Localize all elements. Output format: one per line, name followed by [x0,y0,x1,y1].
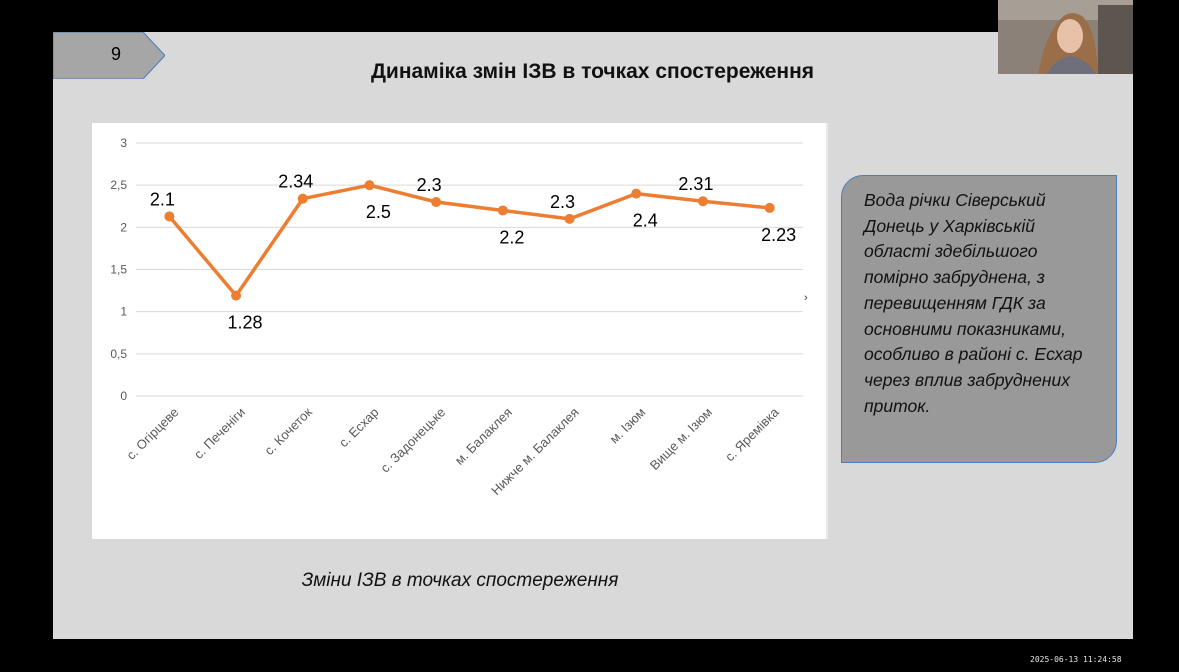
x-tick-label: Вище м. Ізюм [647,404,715,472]
x-tick-label: м. Балаклея [452,405,515,468]
data-point [431,197,442,208]
data-label: 2.4 [633,211,658,231]
callout-box: Вода річки Сіверський Донець у Харківськ… [841,175,1117,463]
data-label: 2.2 [499,227,524,247]
webcam-video [998,0,1133,74]
cursor-icon: › [804,292,808,304]
data-label: 2.1 [150,189,175,209]
x-tick-label: с. Есхар [336,405,382,451]
data-point [764,202,775,213]
x-tick-label: с. Яремівка [722,404,782,464]
x-tick-label: с. Печеніги [191,405,248,462]
data-point [497,205,508,216]
y-tick-label: 0,5 [110,347,127,361]
data-point [364,180,375,191]
chart-area: 0 0,5 1 1,5 2 2,5 3 2.1 1.28 2.34 2.5 2.3 2.2 2.3 2.4 2… [92,123,828,539]
line-chart: 0 0,5 1 1,5 2 2,5 3 2.1 1.28 2.34 2.5 2.3 2.2 2.3 2.4 2… [110,136,803,498]
data-point [164,211,175,222]
x-tick-label: м. Ізюм [606,404,648,446]
data-point [631,188,642,199]
data-label: 2.3 [550,192,575,212]
y-tick-label: 2 [120,220,127,234]
data-point [564,213,575,224]
data-label: 2.23 [761,225,796,245]
page-number-tab [53,32,165,79]
slide-title: Динаміка змін ІЗВ в точках спостереження [370,60,815,83]
data-label: 2.31 [678,174,713,194]
callout-text: Вода річки Сіверський Донець у Харківськ… [864,190,1083,416]
data-point [297,193,308,204]
page-number: 9 [110,44,121,64]
data-point [231,290,242,301]
x-tick-label: с. Огірцеве [123,405,181,463]
chart-caption: Зміни ІЗВ в точках спостереження [301,570,619,591]
y-tick-label: 2,5 [110,178,127,192]
data-label: 2.34 [278,172,313,192]
series-line [167,183,772,298]
presenter-image [998,0,1133,74]
y-tick-label: 1,5 [110,263,127,277]
x-tick-label: с. Задонецьке [377,405,448,476]
data-label: 1.28 [228,313,263,333]
y-tick-label: 0 [120,389,127,403]
y-tick-label: 3 [120,136,127,150]
data-point [697,196,708,207]
data-label: 2.5 [366,202,391,222]
x-tick-label: с. Кочеток [261,404,315,458]
y-tick-label: 1 [120,305,127,319]
timestamp: 2025-06-13 11:24:58 [1030,655,1122,664]
chart-border [826,123,828,539]
data-label: 2.3 [417,175,442,195]
